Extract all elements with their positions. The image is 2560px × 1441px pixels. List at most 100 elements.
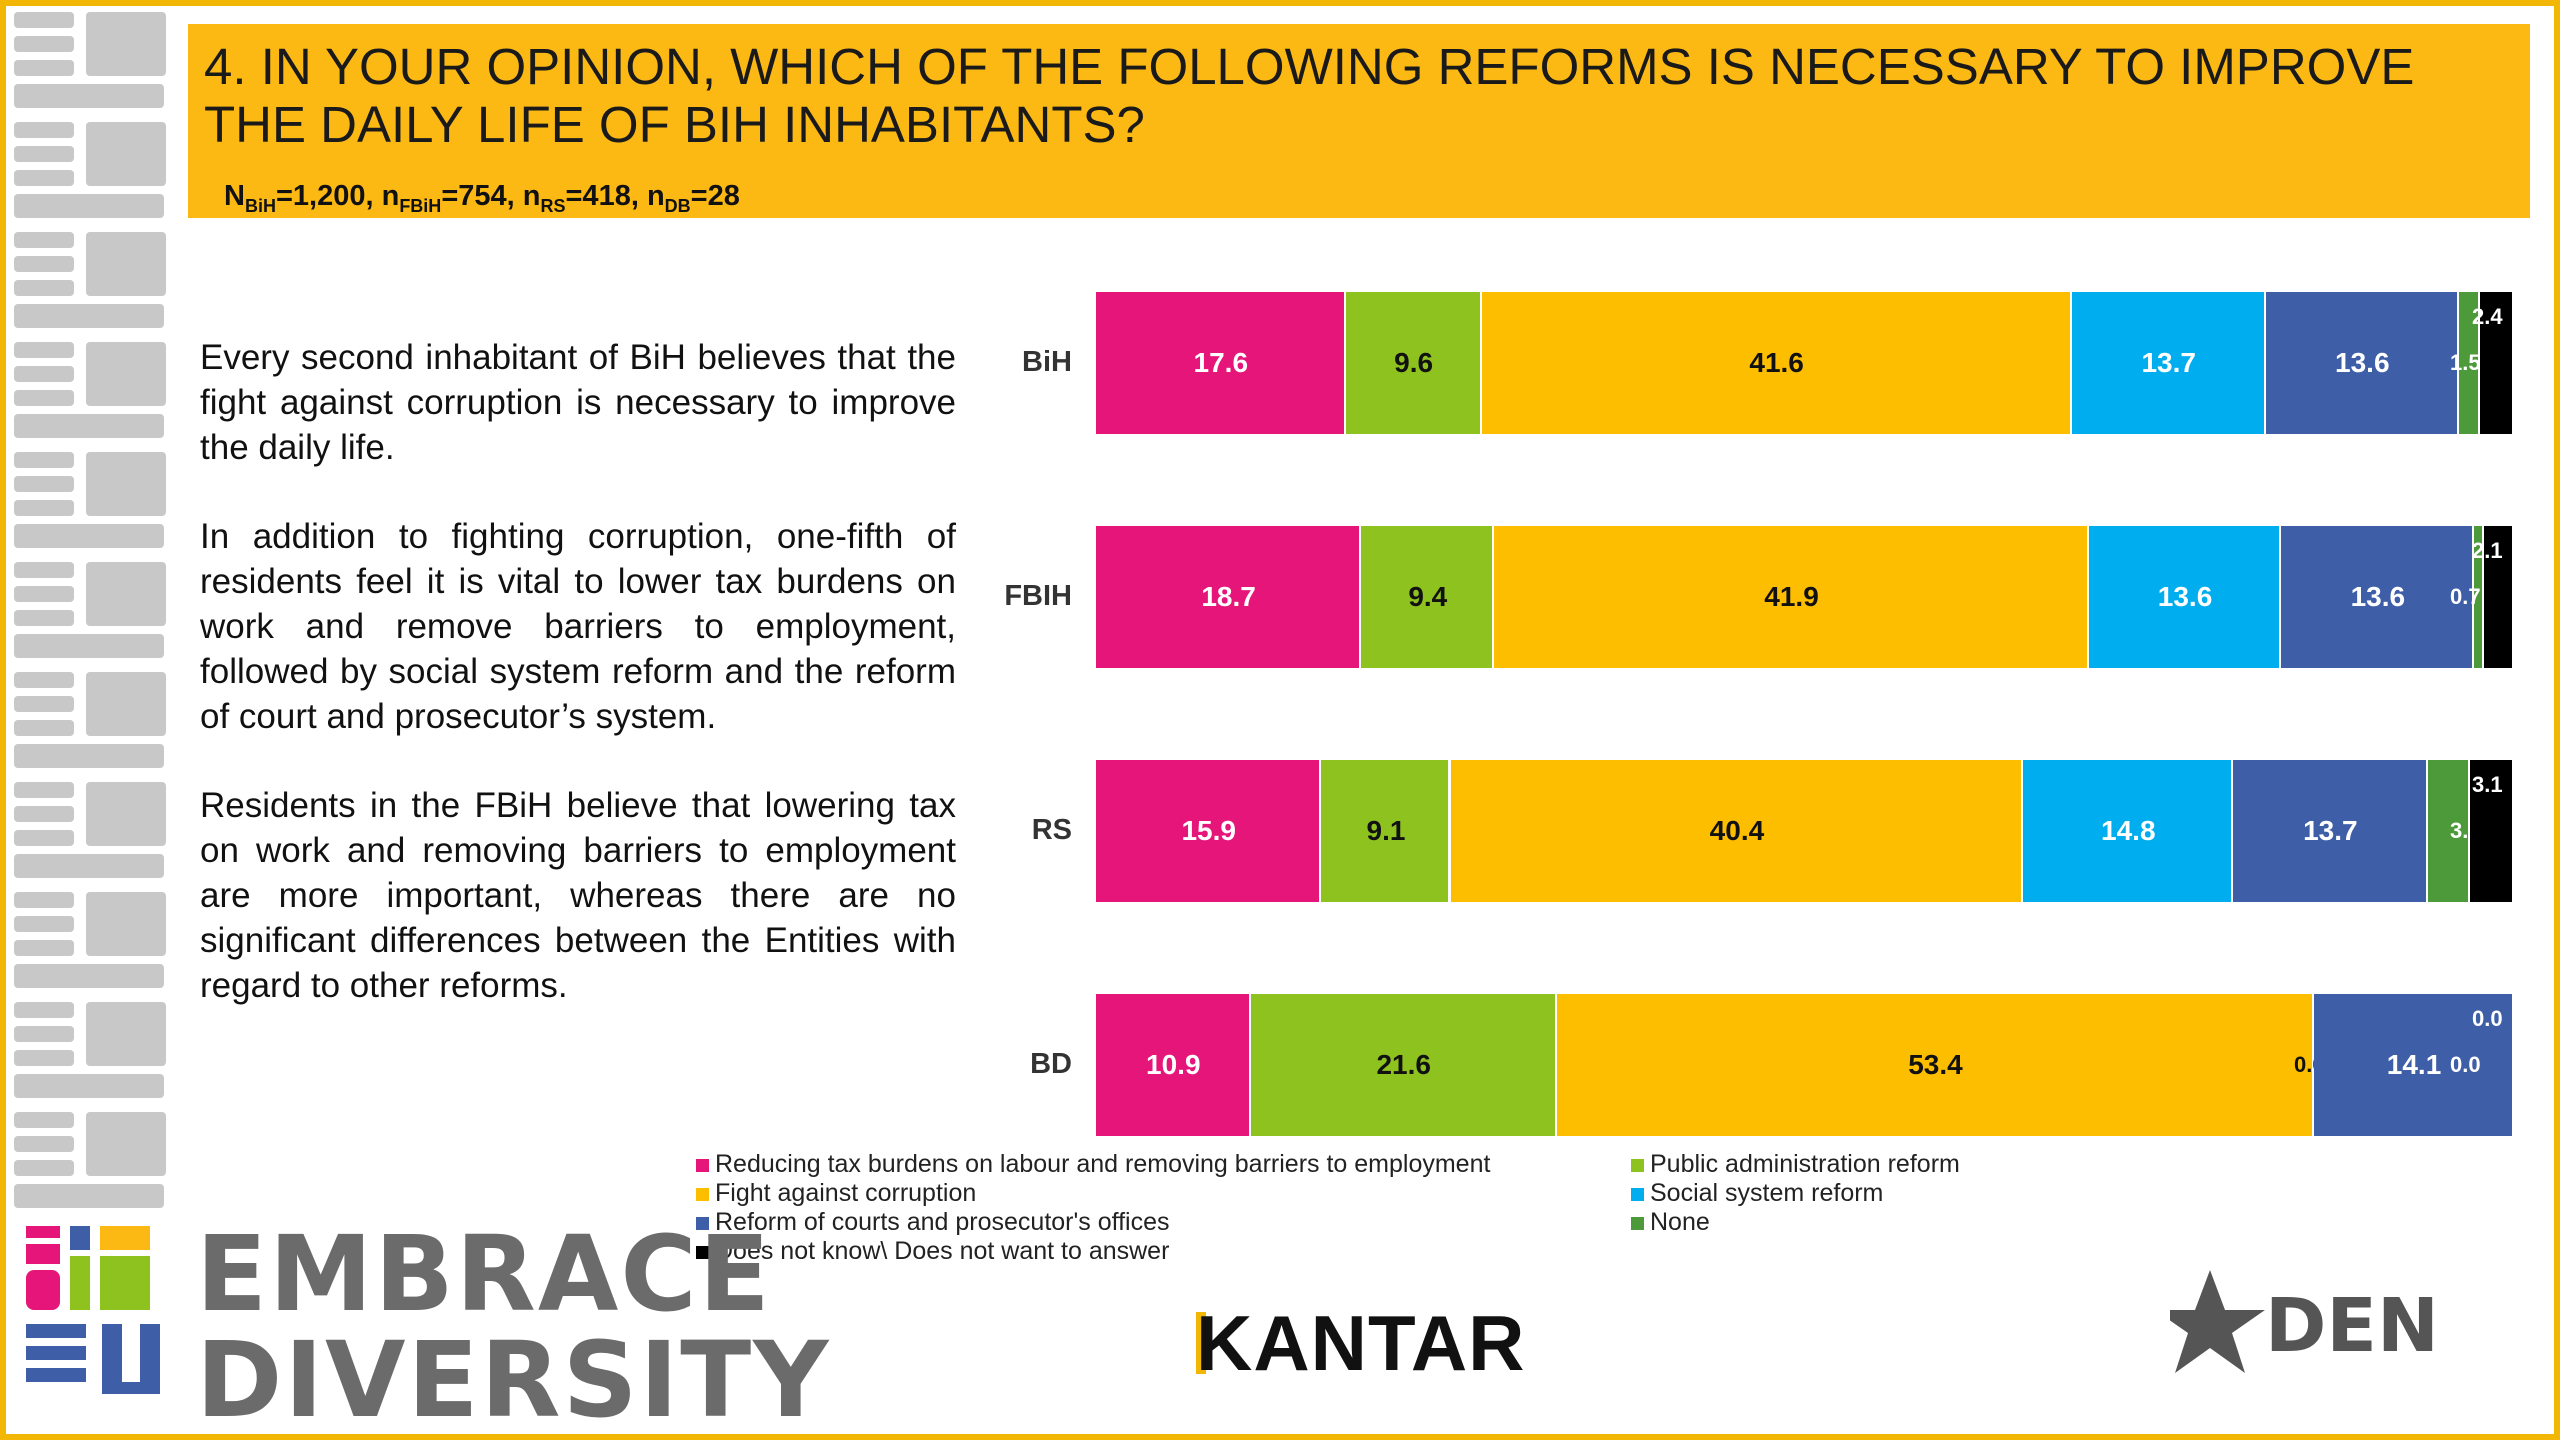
narrative-paragraph: Residents in the FBiH believe that lower… <box>200 786 956 1005</box>
data-label: 14.8 <box>2101 815 2156 846</box>
sidebar-pattern-block <box>14 940 74 956</box>
sidebar-pattern-block <box>14 36 74 52</box>
bar-segment <box>2484 526 2514 668</box>
legend-swatch <box>696 1158 709 1172</box>
bar-segment <box>2458 292 2480 434</box>
sidebar-pattern-block <box>14 916 74 932</box>
data-label: 18.7 <box>1201 581 1256 612</box>
sidebar-pattern-block <box>86 342 166 406</box>
data-label: 17.6 <box>1193 347 1249 378</box>
bar-segment <box>1321 760 1451 902</box>
data-label: 1.5 <box>2450 350 2481 375</box>
legend-label: Reducing tax burdens on labour and remov… <box>715 1150 1491 1178</box>
data-label: 2.1 <box>2472 538 2503 563</box>
category-label: RS <box>1031 814 1072 846</box>
kantar-logo-mark <box>1196 1312 1206 1374</box>
sidebar-pattern-block <box>14 610 74 626</box>
data-label: 13.7 <box>2303 815 2358 846</box>
bar-segment <box>2023 760 2234 902</box>
data-label: 41.9 <box>1764 581 1819 612</box>
legend-item: Reducing tax burdens on labour and remov… <box>696 1150 1490 1179</box>
sidebar-pattern <box>14 12 184 1222</box>
legend-swatch <box>696 1187 709 1201</box>
data-label: 9.4 <box>1408 581 1448 612</box>
sidebar-pattern-block <box>86 1112 166 1176</box>
narrative-paragraph: Every second inhabitant of BiH believes … <box>200 338 956 467</box>
bar-segment <box>1096 760 1322 902</box>
sidebar-pattern-block <box>14 854 164 878</box>
sidebar-pattern-block <box>14 1184 164 1208</box>
sidebar-pattern-block <box>14 122 74 138</box>
data-label: 13.7 <box>2141 347 2196 378</box>
sidebar-pattern-block <box>86 232 166 296</box>
sidebar-pattern-block <box>14 1002 74 1018</box>
sidebar-pattern-block <box>86 12 166 76</box>
title-band: 4. IN YOUR OPINION, WHICH OF THE FOLLOWI… <box>188 24 2530 218</box>
chart-legend: Reducing tax burdens on labour and remov… <box>696 1150 2096 1270</box>
bar-segment <box>1096 994 1251 1136</box>
legend-label: Public administration reform <box>1650 1150 1960 1178</box>
sidebar-pattern-block <box>14 84 164 108</box>
data-label: 13.6 <box>2350 581 2406 612</box>
sidebar-pattern-block <box>86 1002 166 1066</box>
data-label: 14.1 <box>2386 1049 2442 1080</box>
narrative-paragraph: In addition to fighting corruption, one-… <box>200 517 956 736</box>
sidebar-pattern-block <box>14 806 74 822</box>
sidebar-pattern-block <box>14 1026 74 1042</box>
den-logo-text: DEN <box>2265 1283 2439 1369</box>
sidebar-pattern-block <box>14 452 74 468</box>
sidebar-pattern-block <box>14 782 74 798</box>
bar-segment <box>2470 760 2514 902</box>
sidebar-pattern-block <box>86 892 166 956</box>
data-label: 9.1 <box>1366 815 1406 846</box>
bar-segment <box>2474 526 2485 668</box>
sidebar-pattern-block <box>86 782 166 846</box>
data-label: 13.6 <box>2157 581 2213 612</box>
bar-segment <box>1361 526 1495 668</box>
sidebar-pattern-block <box>14 586 74 602</box>
legend-swatch <box>1631 1158 1644 1172</box>
sidebar-pattern-block <box>14 60 74 76</box>
sidebar-pattern-block <box>14 500 74 516</box>
sidebar-pattern-block <box>14 964 164 988</box>
sidebar-pattern-block <box>86 122 166 186</box>
legend-label: Social system reform <box>1650 1179 1884 1207</box>
legend-swatch <box>1631 1216 1644 1230</box>
data-label: 15.9 <box>1181 815 1236 846</box>
legend-item: None <box>1631 1208 1710 1237</box>
sidebar-pattern-block <box>14 256 74 272</box>
sidebar-pattern-block <box>14 12 74 28</box>
legend-swatch <box>696 1216 709 1230</box>
legend-label: Reform of courts and prosecutor's office… <box>715 1208 1170 1236</box>
sample-size-note: NBiH=1,200, nFBiH=754, nRS=418, nDB=28 <box>224 180 740 216</box>
data-label: 53.4 <box>1908 1049 1963 1080</box>
sidebar-pattern-block <box>14 1136 74 1152</box>
sidebar-pattern-block <box>14 1112 74 1128</box>
data-label: 10.9 <box>1146 1049 1201 1080</box>
bar-segment <box>1556 994 2315 1136</box>
bar-segment <box>1481 292 2072 434</box>
sidebar-pattern-block <box>14 390 74 406</box>
sidebar-pattern-block <box>14 672 74 688</box>
bar-segment <box>2479 292 2514 434</box>
sidebar-pattern-block <box>14 476 74 492</box>
legend-swatch <box>696 1245 709 1259</box>
sidebar-pattern-block <box>14 1050 74 1066</box>
data-label: 21.6 <box>1376 1049 1431 1080</box>
data-label: 0.7 <box>2450 584 2481 609</box>
data-label: 13.6 <box>2335 347 2390 378</box>
den-logo: DEN <box>2155 1255 2470 1375</box>
legend-item: Public administration reform <box>1631 1150 1960 1179</box>
legend-item: Social system reform <box>1631 1179 1883 1208</box>
sidebar-pattern-block <box>14 280 74 296</box>
bieu-logo <box>22 1222 177 1422</box>
sidebar-pattern-block <box>14 696 74 712</box>
sidebar-pattern-block <box>14 232 74 248</box>
sidebar-pattern-block <box>14 342 74 358</box>
data-label: 2.4 <box>2472 304 2503 329</box>
narrative-text: Every second inhabitant of BiH believes … <box>200 335 956 1052</box>
legend-item: Reform of courts and prosecutor's office… <box>696 1208 1170 1237</box>
data-label: 3.1 <box>2472 772 2503 797</box>
sidebar-pattern-block <box>14 366 74 382</box>
